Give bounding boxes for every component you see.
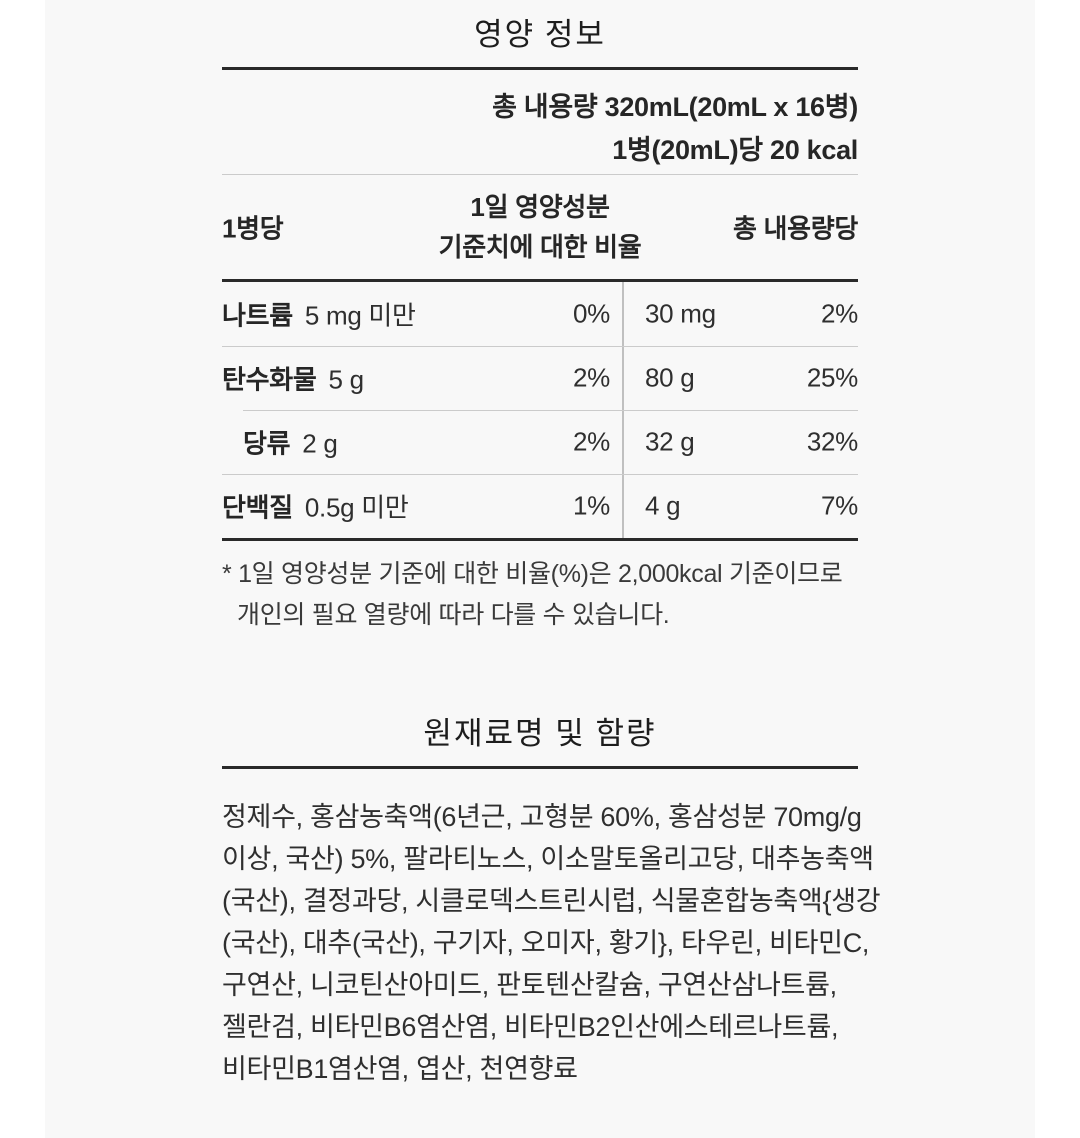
nutrient-name-cell: 나트륨 5 mg 미만 [222, 300, 416, 331]
ingredients-text: 정제수, 홍삼농축액(6년근, 고형분 60%, 홍삼성분 70mg/g 이상,… [222, 802, 881, 1084]
ingredients-section: 원재료명 및 함량 정제수, 홍삼농축액(6년근, 고형분 60%, 홍삼성분 … [222, 710, 881, 1090]
nutrient-row-carbohydrate: 탄수화물 5 g 2% 80 g 25% [222, 346, 858, 410]
nutrient-row-sodium: 나트륨 5 mg 미만 0% 30 mg 2% [222, 282, 858, 346]
nutrition-table-body: 나트륨 5 mg 미만 0% 30 mg 2% 탄수화물 5 g 2% 80 g 2… [222, 282, 858, 541]
header-per-total: 총 내용량당 [732, 213, 858, 244]
total-volume: 총 내용량 320mL(20mL x 16병) [492, 92, 858, 122]
total-daily-value-cell: 2% [821, 298, 858, 329]
per-bottle-calories: 1병(20mL)당 20 kcal [612, 135, 858, 165]
nutrient-row-protein: 단백질 0.5g 미만 1% 4 g 7% [222, 474, 858, 538]
daily-value-footnote: * 1일 영양성분 기준에 대한 비율(%)은 2,000kcal 기준이므로 … [222, 560, 843, 629]
total-daily-value-cell: 32% [806, 426, 858, 457]
nutrition-title: 영양 정보 [222, 0, 858, 70]
daily-value-cell: 0% [573, 298, 610, 329]
row-separator [243, 410, 858, 411]
total-amount-cell: 80 g [645, 362, 695, 393]
label-panel [45, 0, 1035, 1138]
row-separator [222, 346, 858, 347]
total-daily-value-cell: 7% [821, 490, 858, 521]
table-header-row: 1병당 1일 영양성분 기준치에 대한 비율 총 내용량당 [222, 175, 858, 282]
row-separator [222, 474, 858, 475]
total-amount-cell: 4 g [645, 490, 681, 521]
daily-value-cell: 2% [573, 426, 610, 457]
serving-info: 총 내용량 320mL(20mL x 16병) 1병(20mL)당 20 kca… [222, 70, 858, 175]
nutrient-name-cell: 당류 2 g [243, 428, 338, 459]
ingredients-title: 원재료명 및 함량 [222, 710, 858, 769]
total-daily-value-cell: 25% [806, 362, 858, 393]
total-amount-cell: 30 mg [645, 298, 716, 329]
total-amount-cell: 32 g [645, 426, 695, 457]
nutrition-section: 영양 정보 총 내용량 320mL(20mL x 16병) 1병(20mL)당 … [222, 0, 858, 636]
daily-value-cell: 2% [573, 362, 610, 393]
nutrient-row-sugars: 당류 2 g 2% 32 g 32% [222, 410, 858, 474]
header-daily-value: 1일 영양성분 기준치에 대한 비율 [438, 192, 642, 262]
header-per-bottle: 1병당 [222, 213, 284, 244]
nutrient-name-cell: 탄수화물 5 g [222, 364, 364, 395]
nutrient-name-cell: 단백질 0.5g 미만 [222, 492, 409, 523]
daily-value-cell: 1% [573, 490, 610, 521]
